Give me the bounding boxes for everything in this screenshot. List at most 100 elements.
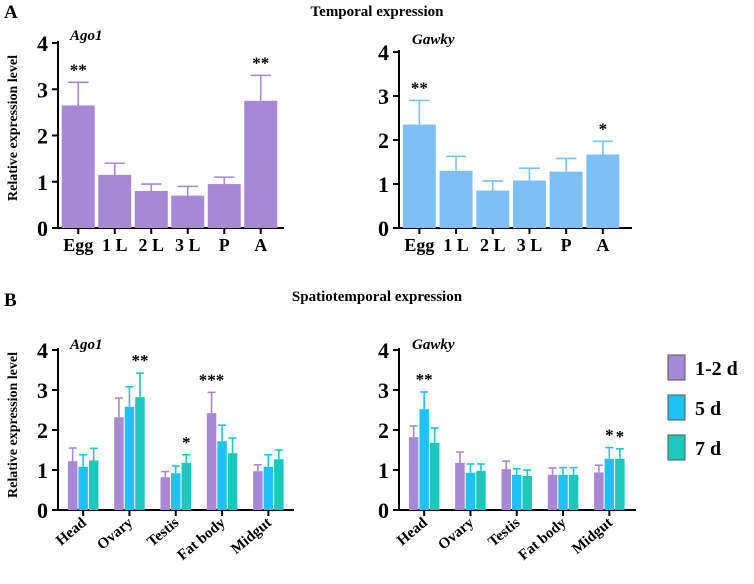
- legend-swatch: [667, 434, 686, 461]
- bar: [522, 476, 532, 510]
- bar: [217, 441, 227, 510]
- y-tick-label: 4: [378, 338, 389, 363]
- x-tick-label: 2 L: [138, 235, 164, 255]
- legend-swatch: [667, 394, 686, 421]
- bar: [207, 184, 241, 228]
- bar: [78, 466, 88, 510]
- bar: [134, 191, 168, 228]
- significance-mark: *: [605, 426, 614, 445]
- bar: [615, 458, 625, 510]
- bar: [181, 462, 191, 510]
- x-tick-label: Egg: [63, 235, 93, 255]
- x-tick-label: A: [254, 235, 267, 255]
- panel-b-ylabel: Relative expression level: [6, 352, 21, 498]
- x-tick-label: P: [561, 235, 572, 255]
- panel-a-letter: A: [4, 2, 18, 23]
- bar: [253, 471, 263, 510]
- x-tick-label: Fat body: [516, 514, 570, 563]
- y-tick-label: 3: [37, 77, 48, 102]
- bar: [408, 437, 419, 510]
- bar: [594, 472, 604, 510]
- legend-label: 1-2 d: [695, 358, 738, 380]
- y-tick-label: 4: [378, 40, 389, 65]
- bar: [476, 470, 486, 510]
- y-tick-label: 3: [378, 84, 389, 109]
- x-tick-label: Midgut: [228, 515, 275, 558]
- x-tick-label: Ovary: [435, 514, 477, 553]
- x-tick-label: 3 L: [517, 235, 543, 255]
- y-tick-label: 2: [37, 418, 48, 443]
- significance-mark: *: [616, 427, 625, 446]
- y-tick-label: 3: [37, 378, 48, 403]
- x-tick-label: P: [219, 235, 230, 255]
- bar: [274, 459, 284, 510]
- bar: [98, 174, 132, 228]
- bar: [263, 466, 274, 510]
- bar: [455, 462, 465, 510]
- bar: [586, 154, 620, 228]
- y-tick-label: 4: [37, 338, 48, 363]
- bar: [419, 409, 429, 510]
- bar: [402, 124, 436, 228]
- x-tick-label: Midgut: [569, 515, 616, 558]
- y-tick-label: 2: [378, 128, 389, 153]
- bar: [171, 195, 205, 228]
- panel-a-ylabel: Relative expression level: [6, 55, 21, 201]
- bar: [439, 170, 473, 228]
- bar: [227, 453, 238, 510]
- bar: [171, 473, 181, 510]
- y-tick-label: 1: [37, 458, 48, 483]
- bar: [512, 180, 546, 228]
- bar: [512, 474, 522, 510]
- significance-mark: **: [131, 351, 148, 370]
- x-tick-label: Testis: [144, 515, 182, 551]
- chart-spatiotemporal-ago1: Ago1 0 1 2 3 4 Head Ovary ** Testis * Fat body *** Mi…: [37, 337, 294, 564]
- bar: [124, 406, 135, 510]
- x-tick-label: Ovary: [94, 514, 136, 553]
- bar: [547, 474, 558, 510]
- significance-mark: *: [182, 433, 191, 452]
- x-tick-label: 1 L: [102, 235, 128, 255]
- y-tick-label: 1: [378, 172, 389, 197]
- bar: [429, 442, 440, 510]
- panel-b-letter: B: [4, 290, 17, 311]
- chart-temporal-gawky: Gawky 0 1 2 3 4 Egg ** 1 L 2 L 3 L P A *: [378, 32, 632, 255]
- bar: [465, 472, 476, 510]
- x-tick-label: Egg: [404, 235, 434, 255]
- significance-mark: *: [599, 119, 608, 138]
- y-tick-label: 0: [37, 498, 48, 523]
- y-tick-label: 2: [37, 124, 48, 149]
- bar: [558, 474, 568, 510]
- chart-title: Gawky: [412, 337, 455, 353]
- bar: [568, 474, 579, 510]
- y-tick-label: 4: [37, 31, 48, 56]
- significance-mark: **: [411, 78, 428, 97]
- y-tick-label: 0: [378, 216, 389, 241]
- bar: [88, 460, 99, 510]
- bar: [501, 469, 511, 510]
- legend-label: 5 d: [695, 398, 721, 420]
- chart-title: Gawky: [412, 32, 455, 48]
- bar: [206, 413, 217, 510]
- x-tick-label: 2 L: [480, 235, 506, 255]
- legend-label: 7 d: [695, 438, 721, 460]
- significance-mark: **: [416, 370, 433, 389]
- chart-temporal-ago1: Ago1 0 1 2 3 4 Egg ** 1 L 2 L 3 L P A **: [37, 28, 284, 255]
- y-tick-label: 0: [37, 216, 48, 241]
- x-tick-label: Testis: [485, 515, 523, 551]
- chart-title: Ago1: [69, 337, 103, 353]
- x-tick-label: 3 L: [175, 235, 201, 255]
- significance-mark: ***: [199, 370, 225, 389]
- panel-b-heading: Spatiotemporal expression: [292, 289, 463, 305]
- chart-title: Ago1: [69, 28, 103, 44]
- y-tick-label: 3: [378, 378, 389, 403]
- x-tick-label: Fat body: [175, 514, 229, 563]
- y-tick-label: 0: [378, 498, 389, 523]
- bar: [61, 105, 95, 228]
- x-tick-label: A: [596, 235, 609, 255]
- bar: [67, 461, 78, 510]
- bar: [244, 100, 278, 228]
- bar: [549, 171, 583, 228]
